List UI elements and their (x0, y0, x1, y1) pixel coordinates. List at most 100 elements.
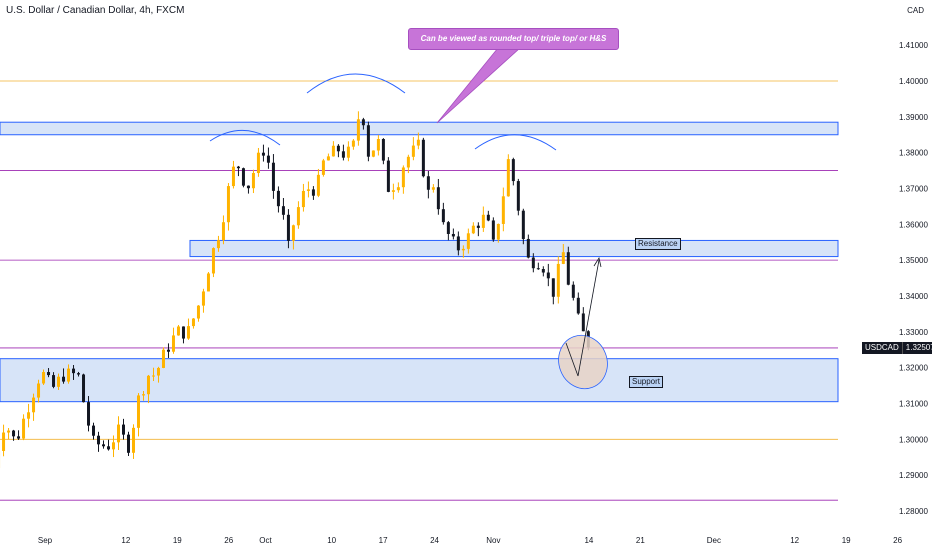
candle-body-53 (256, 152, 260, 174)
candle-body-54 (261, 152, 265, 156)
candle-body-52 (251, 173, 255, 189)
candle-body-9 (37, 383, 41, 398)
candle-body-102 (501, 196, 505, 224)
y-axis: 1.41000 1.40000 1.39000 1.38000 1.37000 1.360… (899, 41, 928, 516)
y-tick-label-8: 1.33000 (899, 328, 928, 337)
candle-body-95 (466, 233, 470, 249)
x-tick-label-10: 21 (636, 536, 645, 545)
candle-body-36 (171, 335, 175, 352)
candle-body-99 (486, 214, 490, 221)
candle-body-3 (7, 430, 11, 433)
candle-body-86 (421, 139, 425, 177)
candle-body-116 (571, 284, 575, 298)
level-layer (0, 80, 838, 501)
projection-up-leg (577, 259, 600, 377)
candle-body-31 (146, 375, 150, 395)
candle-body-57 (276, 190, 280, 207)
candle-layer (0, 111, 590, 469)
y-tick-label-10: 1.31000 (899, 399, 928, 408)
candle-body-71 (346, 146, 350, 158)
currency-label: CAD (907, 6, 924, 15)
y-tick-label-13: 1.28000 (899, 507, 928, 516)
candle-body-58 (281, 206, 285, 215)
candle-body-48 (231, 166, 235, 187)
candle-body-84 (411, 145, 415, 157)
candle-body-22 (102, 444, 106, 447)
y-tick-label-11: 1.30000 (899, 435, 928, 444)
candle-body-11 (47, 372, 51, 376)
left-shoulder-arc (209, 129, 281, 146)
candle-body-67 (326, 156, 330, 161)
candle-body-40 (191, 318, 195, 327)
y-tick-label-7: 1.34000 (899, 292, 928, 301)
pattern-callout[interactable]: Can be viewed as rounded top/ triple top… (408, 28, 619, 50)
support-label[interactable]: Support (629, 376, 664, 388)
candle-body-103 (506, 159, 510, 197)
candle-body-73 (356, 119, 360, 141)
top-zone (0, 121, 839, 136)
candle-body-56 (271, 162, 275, 191)
candle-body-91 (446, 222, 450, 234)
resistance-label[interactable]: Resistance (635, 238, 681, 250)
candle-body-4 (12, 430, 16, 437)
candle-body-28 (131, 427, 135, 453)
candle-body-83 (406, 156, 410, 168)
candle-body-78 (381, 139, 385, 161)
candle-body-25 (117, 424, 120, 443)
y-tick-label-0: 1.41000 (899, 41, 928, 50)
candle-body-63 (306, 189, 310, 191)
y-tick-label-5: 1.36000 (899, 220, 928, 229)
candle-body-113 (556, 263, 560, 297)
candle-body-13 (57, 376, 61, 387)
x-axis: Sep 12 19 26 Oct 10 17 24 Nov 14 21 Dec 12 19 26 (38, 536, 903, 545)
head-arc (306, 73, 406, 94)
y-tick-label-6: 1.35000 (899, 256, 928, 265)
candle-body-118 (581, 313, 585, 332)
candle-body-24 (112, 442, 116, 450)
candle-body-109 (536, 268, 540, 270)
candle-body-20 (92, 425, 96, 436)
candle-body-21 (97, 435, 101, 445)
candle-body-32 (151, 375, 155, 377)
y-tick-label-1: 1.40000 (899, 77, 928, 86)
candle-body-98 (481, 214, 485, 228)
x-tick-label-9: 14 (584, 536, 593, 545)
x-tick-label-1: 12 (121, 536, 130, 545)
y-tick-label-3: 1.38000 (899, 149, 928, 158)
x-tick-label-14: 26 (893, 536, 902, 545)
support-zone (0, 358, 839, 403)
candle-body-49 (236, 166, 240, 169)
candle-body-88 (431, 187, 435, 190)
y-tick-label-2: 1.39000 (899, 113, 928, 122)
y-tick-label-12: 1.29000 (899, 471, 928, 480)
candle-body-35 (166, 349, 170, 352)
candle-body-26 (121, 424, 125, 435)
support-ellipse (558, 334, 608, 390)
right-shoulder-arc (474, 134, 557, 151)
candle-body-14 (62, 376, 66, 382)
candle-body-100 (491, 220, 495, 240)
candle-body-93 (456, 236, 460, 251)
candle-body-106 (521, 210, 525, 239)
resistance-zone (189, 239, 839, 258)
candle-body-15 (67, 368, 71, 382)
candle-body-41 (196, 305, 200, 319)
candle-body-68 (331, 145, 335, 157)
candle-body-81 (396, 187, 400, 191)
candle-body-55 (266, 155, 270, 163)
x-tick-label-11: Dec (707, 536, 721, 545)
candle-body-87 (426, 176, 430, 190)
x-tick-label-8: Nov (486, 536, 500, 545)
candle-body-96 (471, 225, 475, 234)
candle-body-47 (226, 186, 230, 223)
candle-body-110 (541, 269, 545, 273)
x-tick-label-2: 19 (173, 536, 182, 545)
candle-body-76 (371, 150, 375, 157)
candle-body-50 (241, 168, 245, 186)
candle-body-77 (376, 139, 380, 151)
candle-body-89 (436, 187, 440, 210)
candle-body-75 (366, 125, 370, 157)
candle-body-64 (311, 189, 315, 196)
